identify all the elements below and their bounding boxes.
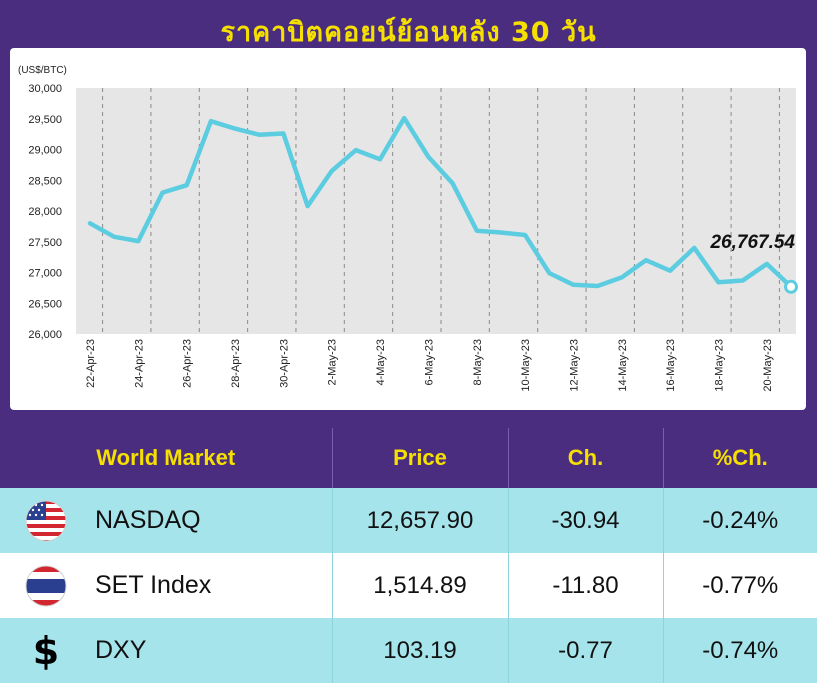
market-change: -30.94 <box>507 488 663 553</box>
market-name: NASDAQ <box>95 506 201 534</box>
price-series-line <box>87 115 794 290</box>
y-tick-label: 30,000 <box>28 83 62 95</box>
market-change: -11.80 <box>507 553 663 618</box>
x-tick-label: 2-May-23 <box>327 339 339 385</box>
plot-area <box>76 88 796 334</box>
x-tick-label: 22-Apr-23 <box>85 339 97 388</box>
x-tick-label: 6-May-23 <box>423 339 435 385</box>
line-chart: 26,000 26,500 27,000 27,500 28,000 28,500 29,0… <box>18 65 798 392</box>
market-name: SET Index <box>95 571 212 599</box>
x-tick-label: 28-Apr-23 <box>230 339 242 388</box>
chart-title: ราคาบิตคอยน์ย้อนหลัง 30 วัน <box>220 17 597 48</box>
table-row: SET Index 1,514.89 -11.80 -0.77% <box>0 553 817 618</box>
table-row: $ DXY 103.19 -0.77 -0.74% <box>0 618 817 683</box>
y-tick-label: 28,000 <box>28 206 62 218</box>
x-tick-label: 16-May-23 <box>665 339 677 392</box>
world-market-table: World Market Price Ch. %Ch. <box>0 428 817 683</box>
market-change: -0.77 <box>507 618 663 683</box>
y-tick-label: 27,500 <box>28 237 62 249</box>
y-axis-label: (US$/BTC) <box>18 65 67 76</box>
market-name: DXY <box>95 636 147 664</box>
header-world-market: World Market <box>0 428 332 488</box>
y-tick-label: 27,000 <box>28 268 62 280</box>
table-row: NASDAQ 12,657.90 -30.94 -0.24% <box>0 488 817 553</box>
market-percent-change: -0.24% <box>662 488 817 553</box>
market-percent-change: -0.74% <box>662 618 817 683</box>
y-tick-label: 26,000 <box>28 329 62 341</box>
market-price: 12,657.90 <box>331 488 508 553</box>
y-tick-label: 29,500 <box>28 114 62 126</box>
header-percent-change: %Ch. <box>662 428 817 488</box>
market-percent-change: -0.77% <box>662 553 817 618</box>
market-price: 1,514.89 <box>331 553 508 618</box>
last-point-marker <box>784 279 798 294</box>
x-tick-label: 24-Apr-23 <box>133 339 145 388</box>
x-tick-label: 10-May-23 <box>520 339 532 392</box>
x-tick-label: 12-May-23 <box>568 339 580 392</box>
dollar-icon: $ <box>32 628 60 673</box>
us-flag-icon <box>25 500 67 541</box>
x-tick-label: 30-Apr-23 <box>278 339 290 388</box>
table-header-row: World Market Price Ch. %Ch. <box>0 428 817 488</box>
header-price: Price <box>331 428 508 488</box>
last-value-label: 26,767.54 <box>709 232 795 253</box>
thai-flag-icon <box>25 565 67 606</box>
x-tick-label: 26-Apr-23 <box>182 339 194 388</box>
x-tick-label: 4-May-23 <box>375 339 387 385</box>
market-price: 103.19 <box>331 618 508 683</box>
x-tick-label: 14-May-23 <box>617 339 629 392</box>
header-change: Ch. <box>507 428 663 488</box>
x-tick-label: 20-May-23 <box>762 339 774 392</box>
y-tick-label: 29,000 <box>28 145 62 157</box>
y-tick-label: 28,500 <box>28 175 62 187</box>
x-tick-label: 18-May-23 <box>713 339 725 392</box>
y-tick-label: 26,500 <box>28 298 62 310</box>
x-tick-label: 8-May-23 <box>472 339 484 385</box>
chart-panel: 26,000 26,500 27,000 27,500 28,000 28,500 29,0… <box>10 48 806 410</box>
